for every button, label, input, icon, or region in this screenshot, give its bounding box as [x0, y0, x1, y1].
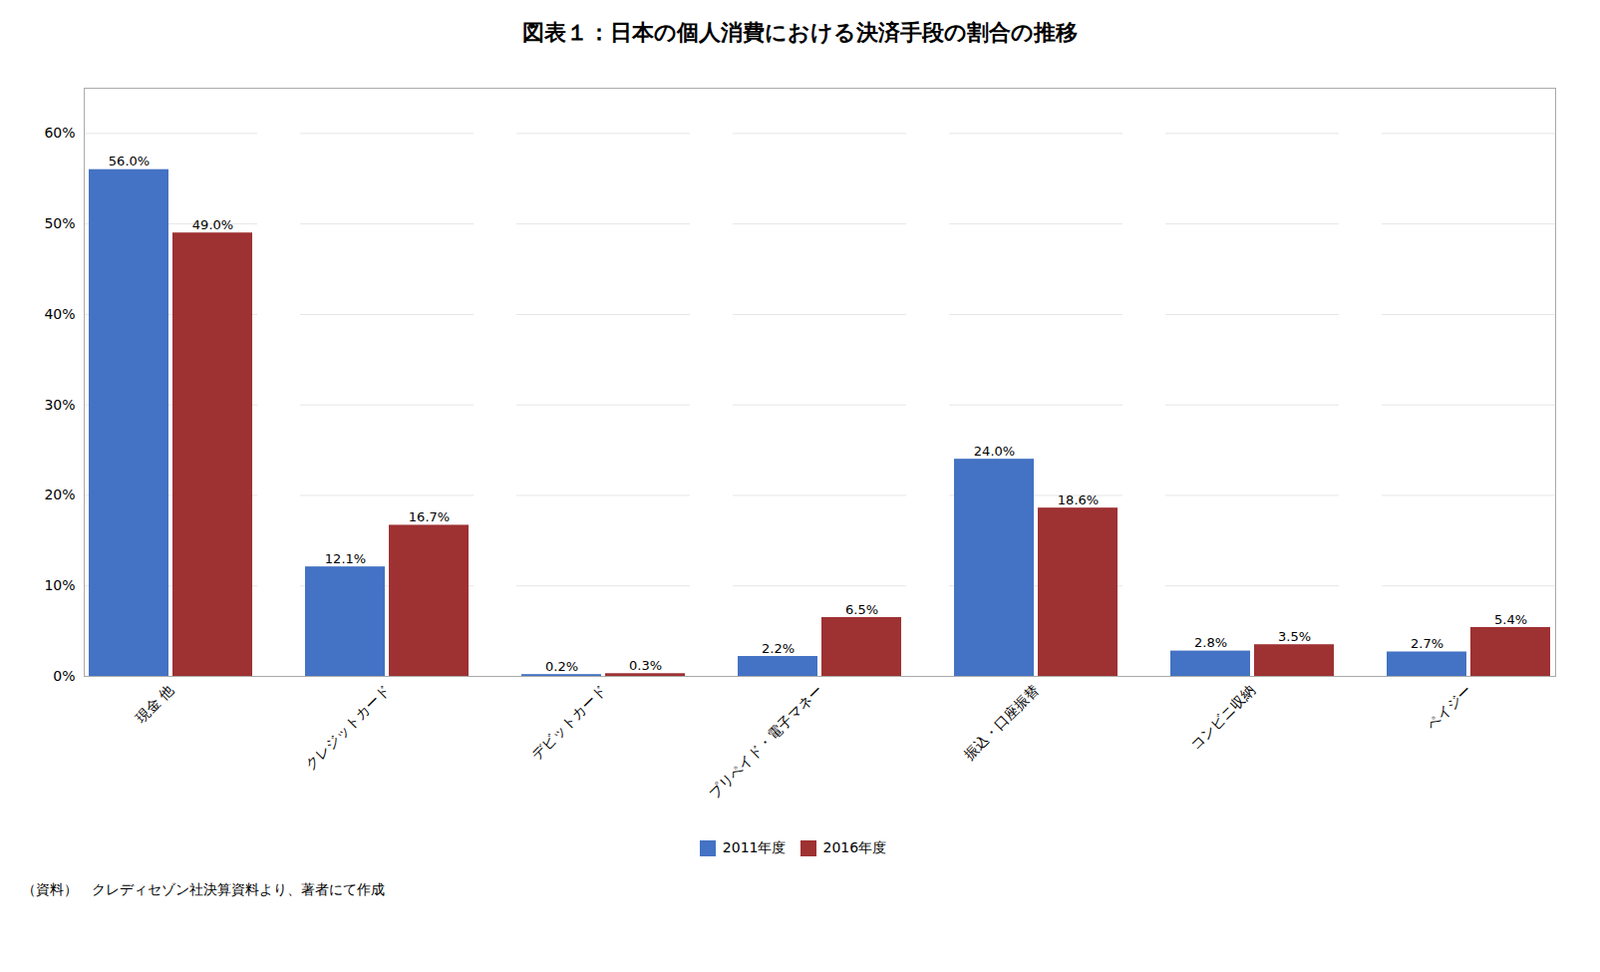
svg-text:プリペイド・電子マネー: プリペイド・電子マネー — [705, 681, 826, 802]
svg-text:2.7%: 2.7% — [1410, 636, 1444, 651]
svg-text:2.8%: 2.8% — [1194, 635, 1228, 650]
svg-text:コンビニ収納: コンビニ収納 — [1187, 681, 1259, 753]
svg-text:5.4%: 5.4% — [1494, 612, 1528, 628]
svg-text:振込・口座振替: 振込・口座振替 — [960, 681, 1042, 763]
svg-text:12.1%: 12.1% — [324, 551, 366, 567]
svg-text:3.5%: 3.5% — [1278, 629, 1311, 644]
svg-text:0.3%: 0.3% — [629, 657, 662, 673]
svg-text:50%: 50% — [43, 215, 75, 232]
svg-text:40%: 40% — [43, 306, 75, 322]
svg-text:0%: 0% — [52, 667, 75, 684]
svg-text:デビットカード: デビットカード — [528, 681, 610, 763]
svg-text:30%: 30% — [43, 396, 75, 413]
svg-text:18.6%: 18.6% — [1057, 492, 1099, 508]
svg-text:24.0%: 24.0% — [973, 443, 1015, 459]
svg-text:49.0%: 49.0% — [192, 217, 234, 233]
svg-text:6.5%: 6.5% — [845, 602, 879, 618]
svg-text:20%: 20% — [43, 486, 75, 503]
svg-text:2.2%: 2.2% — [761, 640, 795, 656]
html-text:図表１：日本の個人消費における決済手段の割合の推移: 図表１：日本の個人消費における決済手段の割合の推移 — [522, 19, 1078, 45]
html-text:2011年度: 2011年度 — [722, 838, 787, 855]
svg-text:60%: 60% — [43, 124, 75, 141]
svg-text:クレジットカード: クレジットカード — [302, 681, 393, 773]
svg-text:16.7%: 16.7% — [408, 509, 450, 525]
svg-text:現金 他: 現金 他 — [132, 681, 177, 726]
svg-text:56.0%: 56.0% — [108, 153, 150, 169]
svg-text:0.2%: 0.2% — [545, 658, 579, 674]
html-text:（資料） クレディセゾン社決算資料より、著者にて作成: （資料） クレディセゾン社決算資料より、著者にて作成 — [21, 881, 385, 898]
svg-text:10%: 10% — [43, 577, 75, 594]
html-text:2016年度: 2016年度 — [822, 838, 887, 855]
svg-text:ペイジー: ペイジー — [1423, 681, 1475, 733]
